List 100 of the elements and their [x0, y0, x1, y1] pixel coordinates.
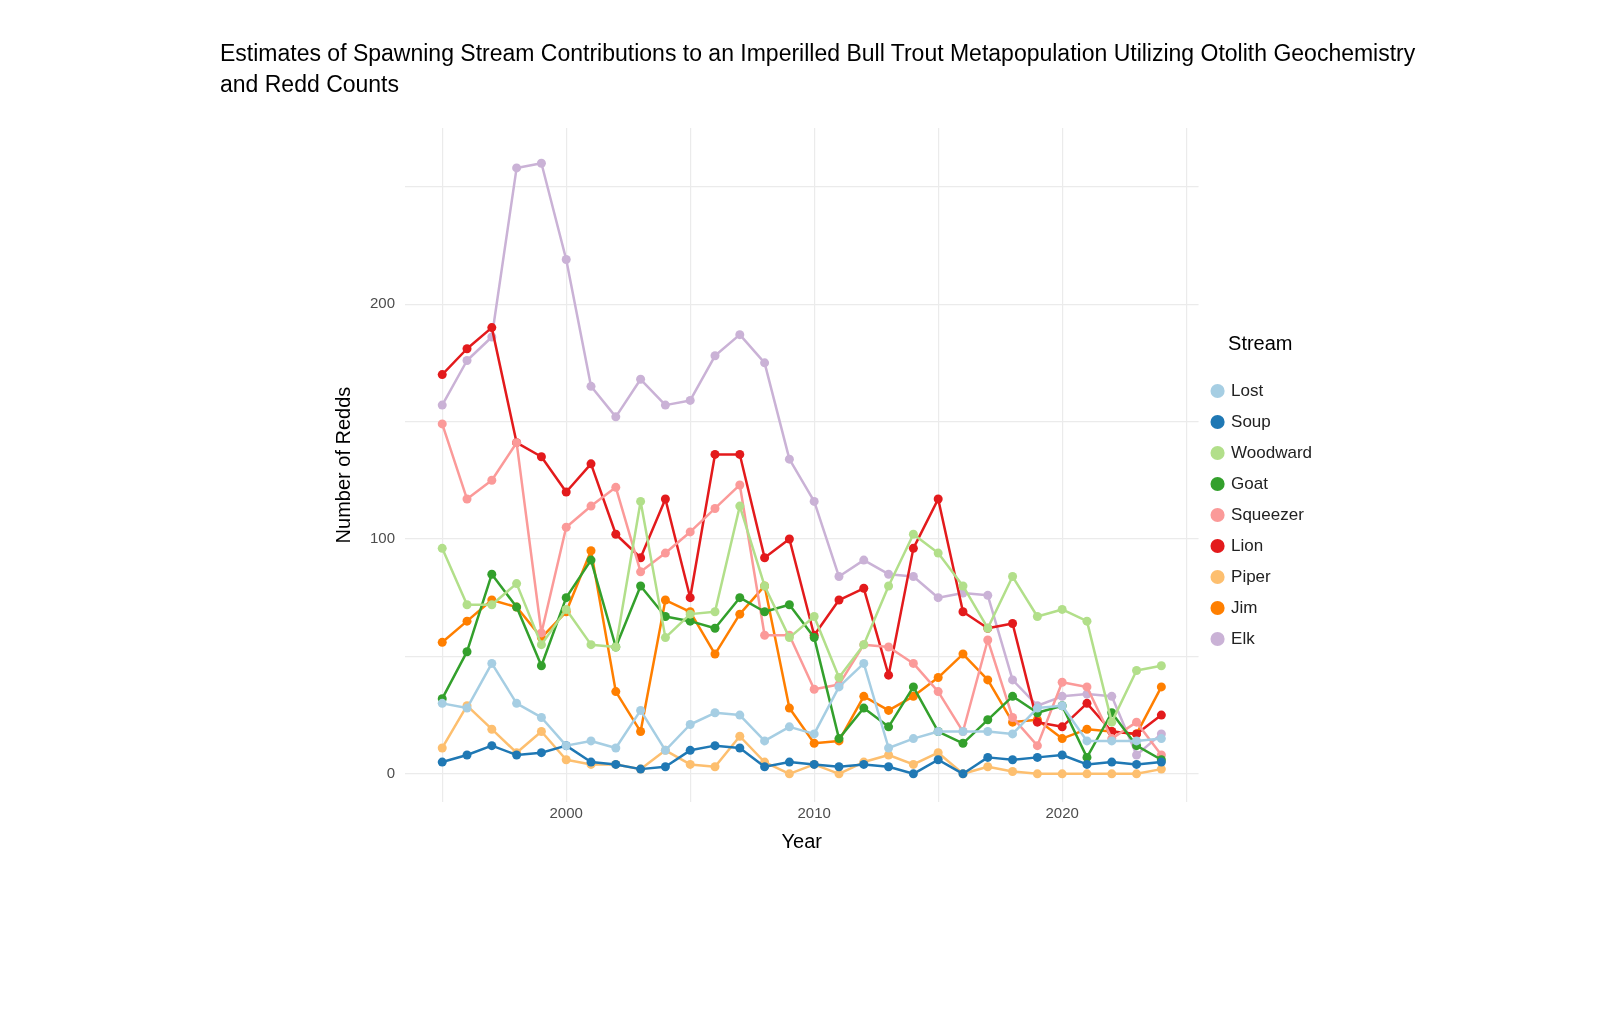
point: [1132, 717, 1142, 727]
point: [611, 482, 621, 492]
point: [735, 449, 745, 459]
legend-label: Elk: [1231, 628, 1256, 648]
point: [1057, 722, 1067, 732]
point: [933, 548, 943, 558]
point: [462, 647, 472, 657]
point: [437, 698, 447, 708]
point: [834, 572, 844, 582]
point: [908, 682, 918, 692]
point: [536, 452, 546, 462]
point: [908, 734, 918, 744]
y-tick-label: 200: [370, 294, 396, 312]
point: [636, 727, 646, 737]
point: [512, 698, 522, 708]
point: [884, 705, 894, 715]
point: [536, 158, 546, 168]
point: [586, 555, 596, 565]
point: [536, 712, 546, 722]
point: [983, 752, 993, 762]
point: [636, 374, 646, 384]
x-axis-title: Year: [781, 829, 823, 852]
point: [809, 496, 819, 506]
point: [487, 724, 497, 734]
point: [809, 684, 819, 694]
point: [958, 738, 968, 748]
point: [1156, 734, 1166, 744]
point: [983, 762, 993, 772]
point: [908, 529, 918, 539]
point: [1156, 710, 1166, 720]
point: [660, 494, 670, 504]
point: [1132, 769, 1142, 779]
point: [735, 480, 745, 490]
point: [1082, 736, 1092, 746]
point: [660, 595, 670, 605]
point: [735, 609, 745, 619]
point: [1082, 682, 1092, 692]
point: [685, 395, 695, 405]
point: [735, 501, 745, 511]
point: [710, 607, 720, 617]
legend-label: Woodward: [1231, 442, 1312, 462]
point: [1057, 769, 1067, 779]
point: [884, 642, 894, 652]
point: [536, 727, 546, 737]
point: [1082, 616, 1092, 626]
point: [859, 555, 869, 565]
point: [660, 762, 670, 772]
point: [1032, 769, 1042, 779]
point: [437, 743, 447, 753]
point: [1008, 766, 1018, 776]
point: [710, 762, 720, 772]
point: [586, 459, 596, 469]
legend-title: Stream: [1228, 332, 1293, 355]
point: [660, 633, 670, 643]
point: [462, 750, 472, 760]
point: [809, 729, 819, 739]
point: [834, 762, 844, 772]
chart-title: Estimates of Spawning Stream Contributions to an Imperilled Bull Trout Metapopulation Utilizing Otolith Geochemistry and Redd Counts: [220, 39, 1417, 99]
point: [859, 703, 869, 713]
point: [908, 543, 918, 553]
point: [908, 658, 918, 668]
point: [561, 487, 571, 497]
point: [784, 722, 794, 732]
point: [586, 736, 596, 746]
legend-label: Jim: [1231, 597, 1258, 617]
point: [561, 255, 571, 265]
point: [685, 593, 695, 603]
point: [784, 769, 794, 779]
point: [735, 710, 745, 720]
legend-label: Lion: [1231, 535, 1264, 555]
point: [685, 527, 695, 537]
point: [710, 449, 720, 459]
point: [1156, 682, 1166, 692]
point: [611, 743, 621, 753]
point: [908, 769, 918, 779]
point: [512, 163, 522, 173]
point: [1008, 675, 1018, 685]
point: [487, 323, 497, 333]
point: [586, 546, 596, 556]
point: [784, 757, 794, 767]
point: [884, 762, 894, 772]
point: [685, 745, 695, 755]
point: [611, 412, 621, 422]
point: [958, 581, 968, 591]
point: [859, 658, 869, 668]
point: [784, 703, 794, 713]
point: [536, 640, 546, 650]
point: [710, 623, 720, 633]
point: [487, 569, 497, 579]
point: [884, 569, 894, 579]
x-tick-label: 2010: [797, 804, 831, 822]
y-tick-label: 0: [386, 763, 396, 781]
point: [983, 635, 993, 645]
point: [760, 607, 770, 617]
y-axis-title: Number of Redds: [331, 386, 354, 544]
x-tick-label: 2020: [1045, 804, 1079, 822]
point: [834, 673, 844, 683]
point: [1057, 734, 1067, 744]
point: [933, 673, 943, 683]
point: [760, 358, 770, 368]
